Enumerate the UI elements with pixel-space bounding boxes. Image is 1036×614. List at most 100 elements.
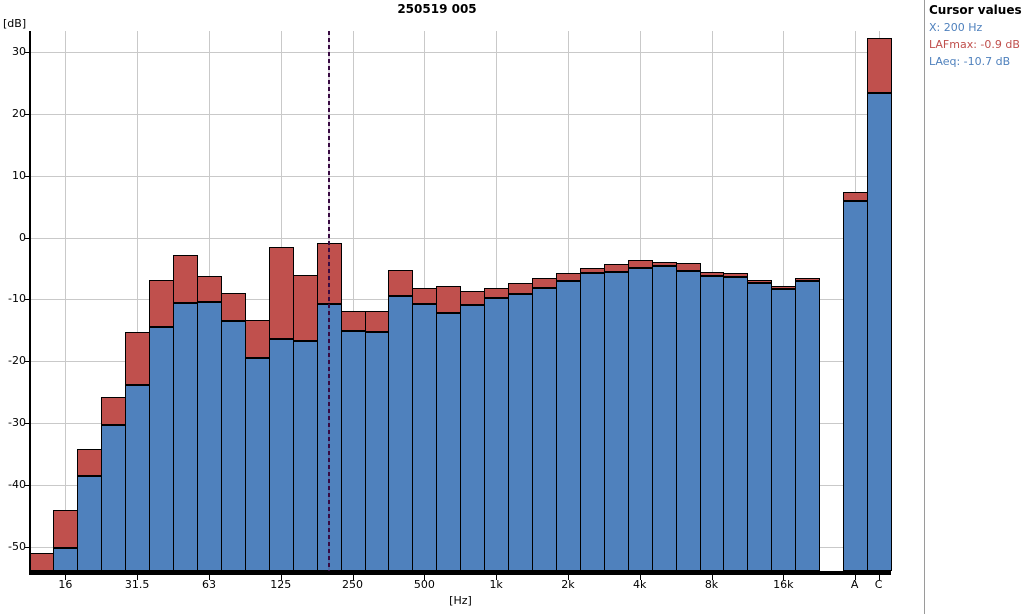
- bar-40-laeq[interactable]: [149, 326, 175, 571]
- bar-2.5k-laeq[interactable]: [579, 273, 605, 571]
- panel-separator: [924, 0, 925, 614]
- bar-2k-lafmax[interactable]: [555, 272, 581, 282]
- bar-63-laeq[interactable]: [197, 301, 222, 571]
- bar-C-lafmax[interactable]: [866, 37, 892, 94]
- x-tick-label: 63: [201, 578, 216, 591]
- bar-1.25k-laeq[interactable]: [508, 293, 534, 571]
- bar-4k-laeq[interactable]: [627, 267, 653, 571]
- y-tick-mark: [25, 113, 30, 115]
- bar-500-laeq[interactable]: [412, 304, 438, 571]
- y-tick-mark: [25, 547, 30, 548]
- x-tick-mark: [424, 575, 426, 580]
- bar-20k-laeq[interactable]: [795, 280, 821, 571]
- x-tick-label: 16: [58, 578, 73, 591]
- bar-1.25k-lafmax[interactable]: [508, 283, 534, 294]
- bar-3.15k-laeq[interactable]: [603, 271, 629, 571]
- bar-20k-lafmax[interactable]: [795, 277, 821, 281]
- spectrum-plot-area: 30 20 10 0 -10 -20 -30 -40 -50 16 31.5 63 125 250 500 1…: [8, 31, 892, 591]
- bar-250-laeq[interactable]: [340, 330, 366, 571]
- bar-16-lafmax[interactable]: [53, 509, 79, 548]
- bar-31.5-lafmax[interactable]: [125, 332, 151, 385]
- bar-10k-lafmax[interactable]: [723, 272, 749, 278]
- bar-800-lafmax[interactable]: [460, 290, 486, 305]
- y-tick-label: -50: [8, 540, 26, 553]
- bar-50-lafmax[interactable]: [173, 254, 198, 304]
- bar-10k-laeq[interactable]: [723, 277, 749, 571]
- bar-125-lafmax[interactable]: [268, 246, 294, 339]
- x-axis-line: [29, 571, 891, 575]
- bar-1.6k-lafmax[interactable]: [532, 277, 557, 288]
- bar-1k-lafmax[interactable]: [484, 288, 510, 298]
- y-tick-label: 30: [12, 44, 26, 58]
- bar-20-lafmax[interactable]: [77, 449, 103, 477]
- bar-800-laeq[interactable]: [460, 304, 486, 571]
- v-gridline: [137, 31, 139, 571]
- y-tick-mark: [25, 299, 30, 301]
- bar-A-laeq[interactable]: [842, 200, 868, 571]
- bar-630-laeq[interactable]: [436, 313, 462, 571]
- bar-6.3k-laeq[interactable]: [675, 270, 701, 571]
- bar-125-laeq[interactable]: [268, 339, 294, 571]
- bar-80-laeq[interactable]: [220, 321, 246, 571]
- chart-title: 250519 005: [397, 2, 477, 16]
- y-tick-label: 0: [19, 230, 26, 244]
- cursor-x-readout: X: 200 Hz: [929, 21, 983, 34]
- bar-A-lafmax[interactable]: [842, 191, 868, 201]
- x-axis-unit-label: [Hz]: [449, 594, 472, 607]
- y-tick-mark: [25, 175, 30, 177]
- bar-40-lafmax[interactable]: [149, 280, 175, 327]
- bar-160-lafmax[interactable]: [292, 274, 318, 342]
- x-tick-label: 16k: [773, 578, 794, 591]
- v-gridline: [65, 31, 67, 571]
- bar-5k-laeq[interactable]: [651, 265, 677, 571]
- bar-C-laeq[interactable]: [866, 93, 892, 571]
- x-tick-label: 500: [413, 578, 435, 591]
- cursor-panel-title: Cursor values: [929, 3, 1022, 17]
- bar-160-laeq[interactable]: [292, 341, 318, 571]
- y-tick-mark: [25, 237, 30, 239]
- bar-400-laeq[interactable]: [388, 295, 414, 571]
- bar-500-lafmax[interactable]: [412, 288, 438, 305]
- x-tick-mark: [137, 575, 139, 580]
- x-tick-label-C: C: [874, 578, 883, 591]
- x-tick-label: 250: [342, 578, 364, 591]
- bar-3.15k-lafmax[interactable]: [603, 264, 629, 272]
- bar-31.5-laeq[interactable]: [125, 384, 151, 571]
- bar-16-laeq[interactable]: [53, 547, 79, 571]
- bar-12.5k-laeq[interactable]: [747, 283, 773, 571]
- bar-12.5-lafmax[interactable]: [29, 552, 55, 571]
- bar-315-laeq[interactable]: [364, 331, 390, 571]
- bar-20-laeq[interactable]: [77, 476, 103, 571]
- bar-100-lafmax[interactable]: [244, 319, 270, 359]
- bar-4k-lafmax[interactable]: [627, 259, 653, 268]
- bar-16k-laeq[interactable]: [771, 288, 797, 571]
- y-tick-label: -30: [8, 416, 26, 430]
- bar-25-laeq[interactable]: [101, 425, 127, 571]
- bar-63-lafmax[interactable]: [197, 275, 222, 302]
- x-tick-mark: [878, 575, 880, 580]
- bar-315-lafmax[interactable]: [364, 311, 390, 332]
- bar-6.3k-lafmax[interactable]: [675, 263, 701, 271]
- h-gridline: [30, 113, 891, 115]
- bar-80-lafmax[interactable]: [220, 293, 246, 322]
- y-axis-line: [29, 31, 31, 575]
- y-tick-label: -40: [8, 478, 26, 492]
- bar-100-laeq[interactable]: [244, 358, 270, 571]
- bar-50-laeq[interactable]: [173, 303, 198, 571]
- y-tick-mark: [25, 51, 30, 53]
- bar-1k-laeq[interactable]: [484, 297, 510, 571]
- bar-400-lafmax[interactable]: [388, 270, 414, 296]
- cursor-laeq-readout: LAeq: -10.7 dB: [929, 55, 1011, 68]
- bar-630-lafmax[interactable]: [436, 286, 462, 313]
- bar-2k-laeq[interactable]: [555, 281, 581, 571]
- bar-1.6k-laeq[interactable]: [532, 287, 557, 571]
- frequency-cursor-line[interactable]: [327, 31, 330, 571]
- bar-12.5k-lafmax[interactable]: [747, 280, 773, 284]
- bar-250-lafmax[interactable]: [340, 311, 366, 331]
- cursor-values-panel: Cursor values X: 200 Hz LAFmax: -0.9 dB …: [929, 3, 1035, 68]
- x-tick-label: 4k: [633, 578, 647, 591]
- bar-8k-laeq[interactable]: [699, 275, 725, 571]
- bar-25-lafmax[interactable]: [101, 396, 127, 426]
- x-tick-mark: [352, 575, 354, 580]
